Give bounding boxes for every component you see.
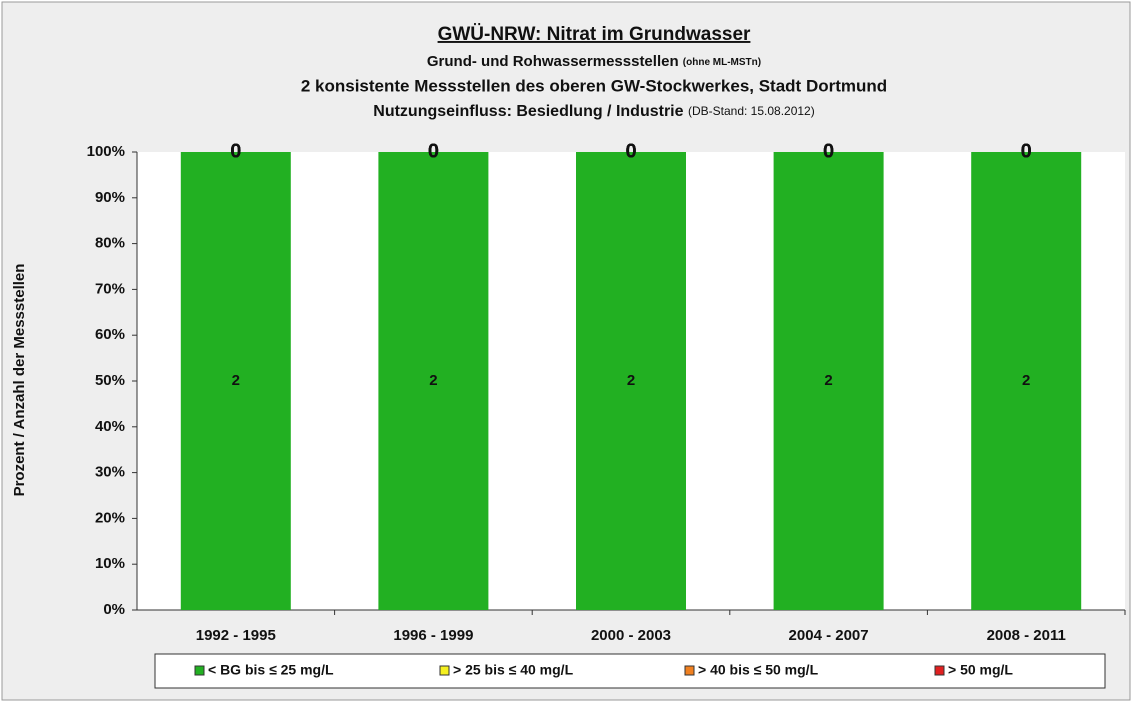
subtitle-line: Grund- und Rohwassermessstellen [427, 53, 679, 70]
x-tick-label: 1992 - 1995 [196, 627, 276, 644]
subtitle-line: Nutzungseinfluss: Besiedlung / Industrie [373, 103, 683, 120]
chart-title: GWÜ-NRW: Nitrat im Grundwasser [438, 24, 751, 45]
y-tick-label: 80% [95, 235, 125, 252]
data-label: 0 [1021, 140, 1032, 162]
data-label: 2 [1022, 372, 1030, 389]
x-tick-label: 2000 - 2003 [591, 627, 671, 644]
y-tick-label: 90% [95, 189, 125, 206]
bar-segment [971, 152, 1082, 610]
y-tick-label: 0% [103, 601, 125, 618]
data-label: 0 [230, 140, 241, 162]
data-label: 2 [429, 372, 437, 389]
legend-label: > 50 mg/L [948, 662, 1013, 678]
data-label: 2 [824, 372, 832, 389]
legend-label: < BG bis ≤ 25 mg/L [208, 662, 334, 678]
subtitle-note: (DB-Stand: 15.08.2012) [688, 104, 815, 118]
legend-swatch [684, 665, 695, 676]
legend-swatch [439, 665, 450, 676]
y-tick-label: 60% [95, 326, 125, 343]
y-tick-label: 30% [95, 464, 125, 481]
data-label: 0 [823, 140, 834, 162]
x-tick-label: 2004 - 2007 [789, 627, 869, 644]
data-label: 0 [428, 140, 439, 162]
legend-label: > 40 bis ≤ 50 mg/L [698, 662, 819, 678]
x-tick-label: 1996 - 1999 [393, 627, 473, 644]
bar-segment [773, 152, 884, 610]
data-label: 0 [428, 140, 439, 162]
data-label: 0 [625, 140, 636, 162]
subtitle-note: (ohne ML-MSTn) [683, 57, 761, 68]
data-label: 0 [1021, 140, 1032, 162]
y-tick-label: 70% [95, 280, 125, 297]
bar-segment [378, 152, 489, 610]
data-label: 0 [230, 140, 241, 162]
bar-segment [180, 152, 291, 610]
data-label: 0 [1021, 140, 1032, 162]
data-label: 0 [230, 140, 241, 162]
y-tick-label: 40% [95, 418, 125, 435]
y-tick-label: 20% [95, 509, 125, 526]
legend [154, 653, 1106, 689]
data-label: 0 [823, 140, 834, 162]
data-label: 0 [625, 140, 636, 162]
y-tick-label: 100% [87, 143, 125, 160]
data-label: 0 [625, 140, 636, 162]
bar-segment [576, 152, 686, 610]
data-label: 2 [627, 372, 635, 389]
subtitle: 2 konsistente Messstellen des oberen GW-… [301, 76, 887, 95]
legend-swatch [934, 665, 945, 676]
subtitle: Nutzungseinfluss: Besiedlung / Industrie… [373, 103, 814, 120]
subtitle: Grund- und Rohwassermessstellen (ohne ML… [427, 53, 761, 70]
y-tick-label: 50% [95, 372, 125, 389]
y-tick-label: 10% [95, 555, 125, 572]
data-label: 0 [823, 140, 834, 162]
x-tick-label: 2008 - 2011 [987, 627, 1066, 644]
data-label: 0 [428, 140, 439, 162]
legend-swatch [194, 665, 205, 676]
legend-label: > 25 bis ≤ 40 mg/L [453, 662, 574, 678]
y-axis-title: Prozent / Anzahl der Messstellen [11, 264, 28, 497]
data-label: 2 [232, 372, 240, 389]
